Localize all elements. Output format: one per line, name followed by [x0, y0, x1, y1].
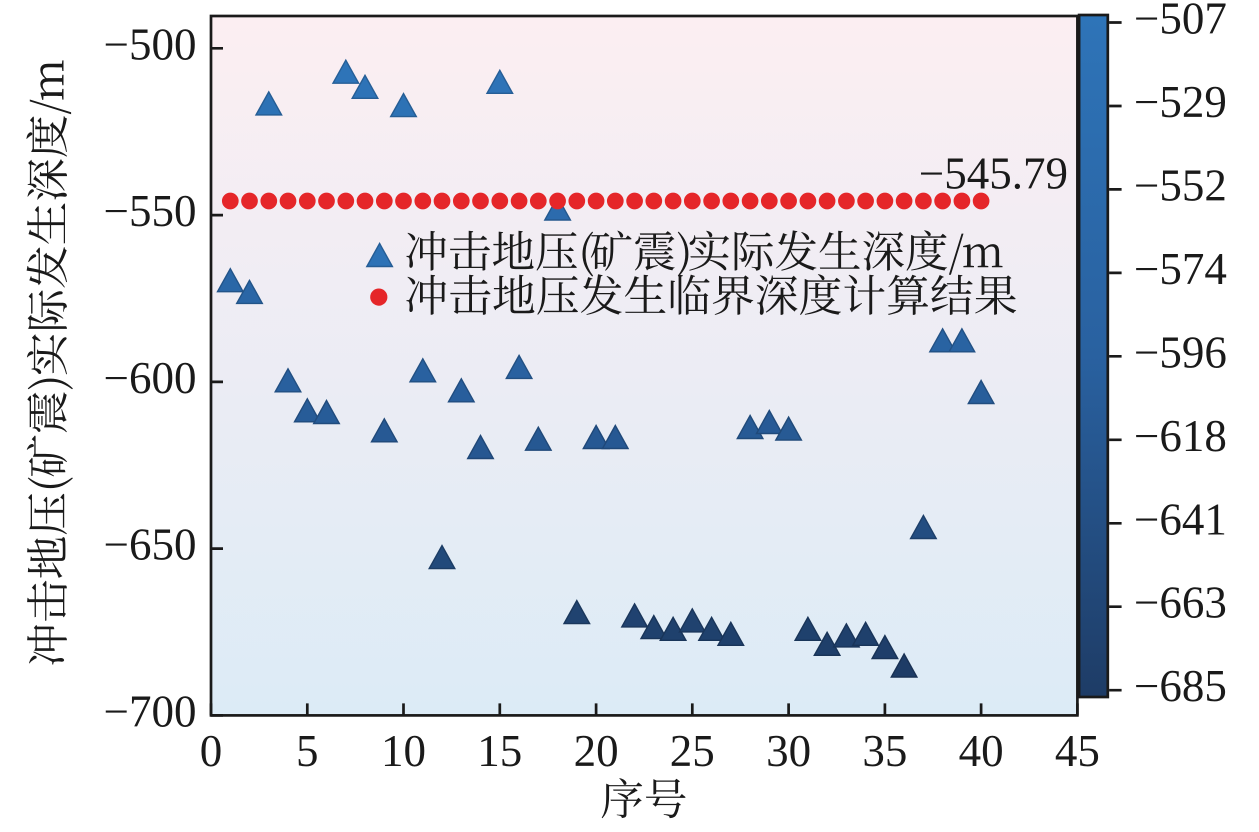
svg-text:−507: −507 — [1134, 0, 1227, 44]
svg-text:0: 0 — [200, 726, 223, 776]
svg-text:−663: −663 — [1134, 578, 1227, 628]
svg-text:−574: −574 — [1134, 244, 1227, 294]
svg-text:30: 30 — [766, 726, 811, 776]
svg-text:−685: −685 — [1134, 661, 1227, 711]
svg-text:−596: −596 — [1134, 327, 1227, 377]
svg-text:25: 25 — [670, 726, 715, 776]
svg-text:45: 45 — [1055, 726, 1100, 776]
svg-text:20: 20 — [574, 726, 619, 776]
svg-text:40: 40 — [959, 726, 1004, 776]
svg-text:−700: −700 — [104, 686, 197, 736]
svg-text:−545.79: −545.79 — [919, 148, 1068, 198]
svg-text:−600: −600 — [104, 353, 197, 403]
svg-text:−550: −550 — [104, 186, 197, 236]
svg-text:−650: −650 — [104, 520, 197, 570]
svg-text:10: 10 — [381, 726, 426, 776]
svg-text:−500: −500 — [104, 19, 197, 69]
svg-text:15: 15 — [477, 726, 522, 776]
svg-text:−618: −618 — [1134, 411, 1227, 461]
svg-text:5: 5 — [296, 726, 319, 776]
svg-text:−529: −529 — [1134, 77, 1227, 127]
svg-text:35: 35 — [862, 726, 907, 776]
svg-text:−641: −641 — [1134, 494, 1227, 544]
svg-text:−552: −552 — [1134, 160, 1227, 210]
